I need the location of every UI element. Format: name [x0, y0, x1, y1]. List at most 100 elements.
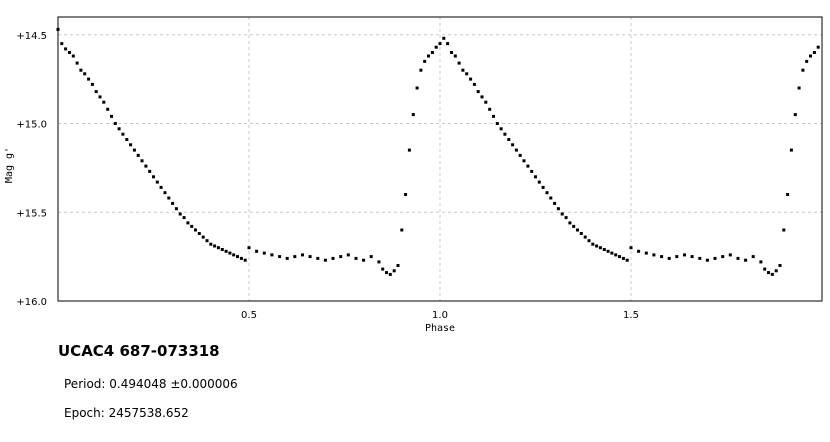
data-point: [793, 113, 797, 117]
data-point: [64, 47, 68, 51]
data-point: [381, 267, 385, 271]
data-point: [751, 255, 755, 259]
data-point: [514, 148, 518, 152]
data-point: [125, 138, 129, 141]
data-point: [568, 221, 572, 225]
data-point: [450, 51, 453, 54]
x-axis-ticks: 0.5 1.0 1.5: [241, 310, 639, 321]
period-line: Period: 0.494048 ±0.000006: [64, 377, 238, 391]
data-point: [461, 68, 465, 72]
data-point: [698, 256, 702, 260]
epoch-label: Epoch:: [64, 406, 109, 420]
x-tick-label: 0.5: [241, 310, 257, 321]
data-point: [621, 256, 625, 260]
data-point: [400, 228, 404, 232]
data-point: [637, 249, 641, 253]
grid-layer: [58, 17, 822, 301]
data-point: [285, 256, 289, 260]
data-point: [778, 264, 782, 267]
data-point: [369, 255, 373, 259]
data-point: [301, 253, 304, 257]
data-point: [411, 113, 415, 117]
data-point: [545, 191, 549, 195]
data-point: [801, 68, 805, 72]
x-tick-label: 1.5: [623, 310, 639, 321]
data-point: [469, 77, 473, 81]
data-point: [434, 45, 438, 49]
data-point: [339, 255, 343, 259]
data-point: [736, 256, 740, 260]
data-point: [705, 258, 709, 262]
data-point: [71, 54, 75, 58]
data-point: [388, 272, 392, 276]
data-point: [488, 107, 492, 111]
data-point: [228, 251, 232, 255]
data-point: [178, 212, 182, 216]
data-point: [75, 61, 79, 65]
data-point: [106, 107, 110, 111]
data-point: [518, 153, 522, 157]
data-points: [56, 27, 820, 276]
data-point: [423, 59, 427, 63]
data-point: [782, 228, 786, 232]
data-point: [809, 54, 812, 58]
data-point: [492, 114, 495, 118]
data-point: [430, 51, 434, 54]
data-point: [308, 255, 312, 259]
epoch-value: 2457538.652: [108, 406, 189, 420]
data-point: [79, 68, 83, 72]
data-point: [148, 169, 152, 173]
data-point: [163, 191, 167, 195]
data-point: [675, 255, 679, 259]
data-point: [98, 95, 102, 99]
data-point: [499, 127, 503, 131]
data-point: [507, 138, 511, 141]
data-point: [129, 143, 133, 147]
data-point: [564, 216, 568, 220]
data-point: [522, 159, 526, 163]
data-point: [476, 90, 480, 94]
data-point: [438, 42, 442, 46]
data-point: [786, 193, 790, 196]
data-point: [152, 175, 155, 179]
data-point: [610, 251, 614, 255]
data-point: [526, 164, 530, 168]
data-point: [472, 82, 476, 86]
data-point: [744, 258, 748, 262]
data-point: [102, 100, 106, 104]
data-point: [553, 201, 557, 205]
data-point: [660, 255, 664, 259]
data-point: [683, 253, 686, 257]
data-point: [812, 51, 816, 54]
data-point: [354, 256, 358, 260]
y-axis-ticks: +14.5 +15.0 +15.5 +16.0: [16, 31, 47, 308]
data-point: [197, 232, 201, 235]
period-value: 0.494048 ±0.000006: [109, 377, 238, 391]
data-point: [331, 256, 335, 260]
data-point: [362, 258, 366, 262]
data-point: [110, 114, 113, 118]
data-point: [132, 148, 136, 152]
x-axis-title: Phase: [425, 323, 455, 334]
data-point: [83, 72, 87, 76]
data-point: [278, 255, 282, 259]
data-point: [56, 27, 60, 31]
data-point: [495, 122, 499, 125]
data-point: [541, 185, 545, 189]
data-point: [446, 42, 450, 46]
data-point: [789, 148, 793, 152]
data-point: [60, 42, 64, 46]
data-point: [155, 180, 159, 184]
data-point: [530, 169, 534, 173]
data-point: [759, 260, 763, 264]
data-point: [121, 132, 125, 136]
data-point: [113, 122, 117, 125]
data-point: [117, 127, 121, 131]
data-point: [427, 54, 430, 58]
data-point: [816, 45, 820, 49]
data-point: [480, 95, 484, 99]
data-point: [690, 255, 694, 259]
data-point: [232, 253, 236, 257]
data-point: [213, 244, 217, 248]
y-tick-label: +15.5: [16, 208, 47, 219]
